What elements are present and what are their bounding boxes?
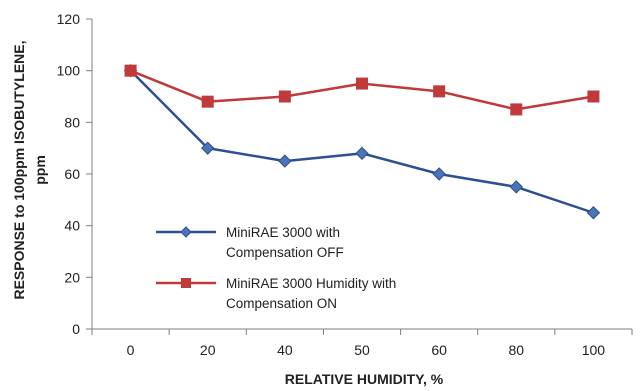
data-point xyxy=(355,146,369,161)
data-point xyxy=(510,103,523,116)
data-point xyxy=(278,90,291,103)
y-tick-label: 80 xyxy=(64,114,80,130)
axes xyxy=(86,18,633,335)
x-tick-label: 100 xyxy=(582,342,606,358)
data-point xyxy=(201,95,214,108)
series-line xyxy=(130,69,594,111)
y-tick-label: 20 xyxy=(64,269,80,285)
data-point xyxy=(278,154,292,168)
data-point xyxy=(201,141,215,155)
x-tick-labels: 0 20 40 50 60 80 100 xyxy=(127,342,606,358)
data-point xyxy=(586,206,601,220)
data-point xyxy=(509,180,523,194)
series-layer xyxy=(123,63,601,220)
y-axis-title-line-2: ppm xyxy=(32,155,48,185)
data-point xyxy=(432,167,446,181)
legend-label-compensation-on-line-2: Compensation ON xyxy=(226,296,337,311)
x-tick-label: 0 xyxy=(127,342,135,358)
y-axis-title-line-1: RESPONSE to 100ppm ISOBUTYLENE, xyxy=(11,40,27,299)
y-tick-label: 100 xyxy=(57,63,81,79)
legend-square-icon xyxy=(181,278,191,288)
series-2 xyxy=(124,64,600,116)
y-tick-label: 60 xyxy=(64,166,80,182)
y-tick-label: 40 xyxy=(64,218,80,234)
legend: MiniRAE 3000 with Compensation OFF MiniR… xyxy=(156,225,396,311)
data-point xyxy=(433,85,446,98)
y-tick-labels: 0 20 40 60 80 100 120 xyxy=(57,11,81,337)
x-tick-label: 40 xyxy=(277,342,293,358)
x-tick-label: 60 xyxy=(431,342,447,358)
data-point xyxy=(587,90,600,103)
series-line xyxy=(129,69,594,214)
y-tick-label: 120 xyxy=(57,11,81,27)
x-tick-label: 20 xyxy=(200,342,216,358)
legend-diamond-icon xyxy=(180,226,192,238)
legend-label-compensation-on-line-1: MiniRAE 3000 Humidity with xyxy=(226,276,396,291)
x-tick-label: 80 xyxy=(508,342,524,358)
legend-item-compensation-on: MiniRAE 3000 Humidity with Compensation … xyxy=(156,276,396,311)
y-tick-label: 0 xyxy=(72,321,80,337)
legend-label-compensation-off-line-2: Compensation OFF xyxy=(226,245,344,260)
legend-item-compensation-off: MiniRAE 3000 with Compensation OFF xyxy=(156,225,344,260)
data-point xyxy=(356,77,368,90)
data-point xyxy=(124,64,137,77)
y-axis-title: RESPONSE to 100ppm ISOBUTYLENE, ppm xyxy=(11,40,48,299)
x-tick-label: 50 xyxy=(354,342,370,358)
x-axis-title: RELATIVE HUMIDITY, % xyxy=(285,371,444,387)
legend-label-compensation-off-line-1: MiniRAE 3000 with xyxy=(226,225,340,240)
